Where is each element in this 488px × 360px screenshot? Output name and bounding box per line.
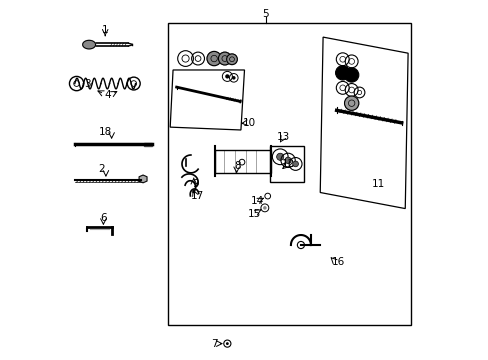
Bar xyxy=(167,23,410,325)
Circle shape xyxy=(344,68,358,82)
Circle shape xyxy=(276,153,283,160)
Text: 14: 14 xyxy=(250,197,263,206)
Text: 13: 13 xyxy=(277,132,290,142)
Bar xyxy=(215,150,270,173)
Text: 1: 1 xyxy=(102,25,108,35)
Circle shape xyxy=(292,161,298,167)
Text: 4: 4 xyxy=(104,90,111,100)
Text: 18: 18 xyxy=(99,127,112,137)
Polygon shape xyxy=(139,175,147,183)
Text: 16: 16 xyxy=(331,257,344,267)
Text: 11: 11 xyxy=(371,179,384,189)
Circle shape xyxy=(218,52,231,65)
Text: 7: 7 xyxy=(210,339,217,348)
Circle shape xyxy=(231,76,235,80)
Circle shape xyxy=(344,96,358,111)
Polygon shape xyxy=(144,143,152,146)
Text: 5: 5 xyxy=(262,9,269,19)
Bar xyxy=(270,146,304,182)
Text: 12: 12 xyxy=(281,159,294,169)
Circle shape xyxy=(335,66,349,80)
Circle shape xyxy=(206,51,221,66)
Circle shape xyxy=(263,206,266,210)
Text: 8: 8 xyxy=(234,161,240,171)
Polygon shape xyxy=(82,40,95,49)
Circle shape xyxy=(225,74,229,78)
Text: 3: 3 xyxy=(84,79,90,89)
Text: 9: 9 xyxy=(191,179,198,189)
Circle shape xyxy=(285,157,291,163)
Text: 15: 15 xyxy=(247,209,261,219)
Circle shape xyxy=(226,54,237,64)
Circle shape xyxy=(225,342,228,345)
Text: 2: 2 xyxy=(98,164,105,174)
Text: 6: 6 xyxy=(100,212,106,222)
Text: 17: 17 xyxy=(190,191,203,201)
Text: 10: 10 xyxy=(242,118,255,128)
